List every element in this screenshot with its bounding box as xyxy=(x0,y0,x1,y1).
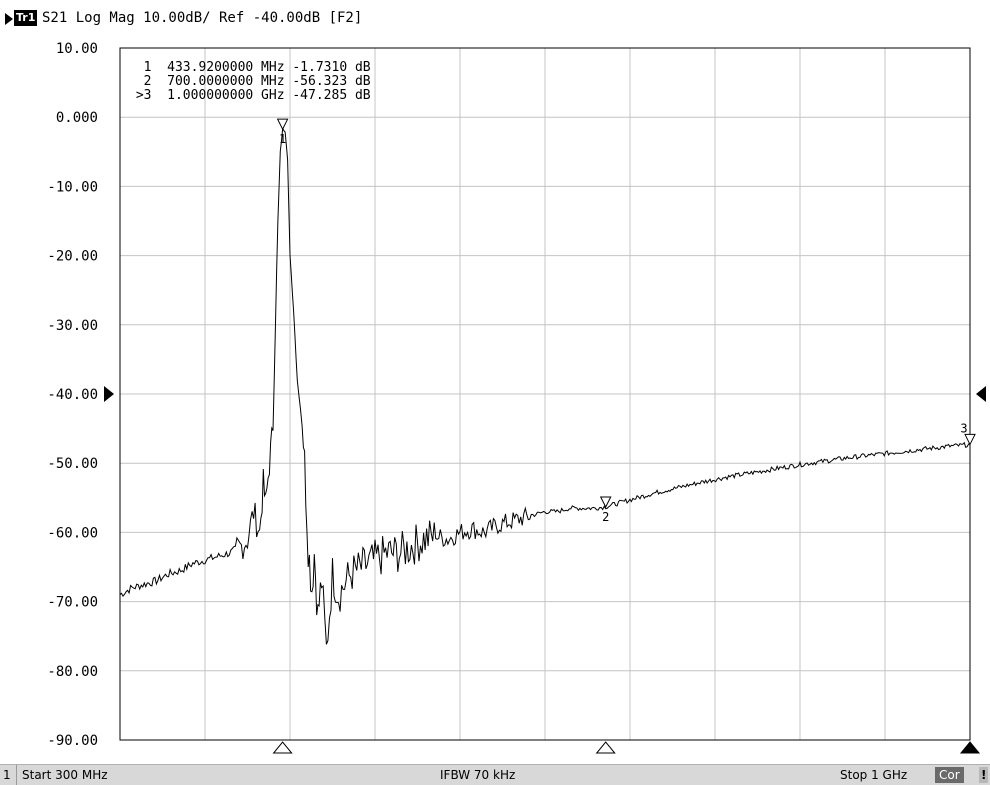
ref-level-right-arrow-icon xyxy=(976,386,986,402)
marker-3-triangle xyxy=(964,433,976,446)
marker-3-axis-indicator-icon xyxy=(959,741,981,754)
marker-readout-line: 1 433.9200000 MHz -1.7310 dB xyxy=(128,60,371,75)
ref-level-left-arrow-icon xyxy=(104,386,114,402)
marker-1-triangle xyxy=(276,118,289,131)
stop-frequency[interactable]: Stop 1 GHz xyxy=(840,768,908,782)
marker-1-axis-indicator-icon xyxy=(272,741,293,754)
active-trace-arrow-icon xyxy=(5,13,13,25)
status-divider xyxy=(16,765,17,785)
channel-number: 1 xyxy=(3,768,11,782)
trace-badge[interactable]: Tr1 xyxy=(14,10,38,26)
start-frequency[interactable]: Start 300 MHz xyxy=(22,768,108,782)
marker-3-label: 3 xyxy=(960,421,967,435)
marker-readout-line: >3 1.000000000 GHz -47.285 dB xyxy=(128,88,371,103)
if-bandwidth[interactable]: IFBW 70 kHz xyxy=(440,768,516,782)
marker-readout-line: 2 700.0000000 MHz -56.323 dB xyxy=(128,74,371,89)
y-tick-label: -70.00 xyxy=(47,595,98,611)
marker-readout: 1 433.9200000 MHz -1.7310 dB 2 700.00000… xyxy=(128,60,371,103)
marker-2-triangle xyxy=(599,496,612,509)
marker-1-label: 1 xyxy=(279,132,286,146)
trace-s21-line xyxy=(119,126,971,645)
y-tick-label: -80.00 xyxy=(47,664,98,680)
y-tick-label: -50.00 xyxy=(47,456,98,472)
marker-2-label: 2 xyxy=(602,510,609,524)
y-tick-label: -40.00 xyxy=(47,387,98,403)
y-tick-label: -60.00 xyxy=(47,525,98,541)
y-tick-label: -20.00 xyxy=(47,249,98,265)
y-tick-label: 0.000 xyxy=(56,110,98,126)
y-tick-label: -10.00 xyxy=(47,179,98,195)
y-tick-label: 10.00 xyxy=(56,41,98,57)
marker-2-axis-indicator-icon xyxy=(595,741,616,754)
status-bar: 1 Start 300 MHz IFBW 70 kHz Stop 1 GHz C… xyxy=(0,764,990,785)
warning-indicator[interactable]: ! xyxy=(979,767,989,783)
y-tick-label: -30.00 xyxy=(47,318,98,334)
trace-header: Tr1 S21 Log Mag 10.00dB/ Ref -40.00dB [F… xyxy=(0,0,990,40)
correction-badge[interactable]: Cor xyxy=(935,767,964,783)
plot-frame xyxy=(119,47,971,741)
s21-log-mag-chart: 10.00 0.000 -10.00 -20.00 -30.00 -40.00 -50.00… xyxy=(47,41,986,754)
trace-title: S21 Log Mag 10.00dB/ Ref -40.00dB [F2] xyxy=(42,10,363,26)
y-tick-label: -90.00 xyxy=(47,733,98,749)
